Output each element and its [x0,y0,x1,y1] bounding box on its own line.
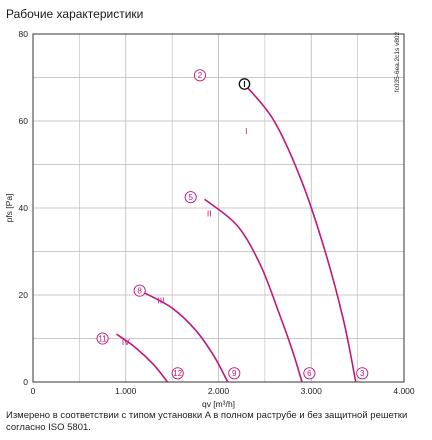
curve-IV [116,333,169,383]
y-tick-label: 60 [19,116,29,126]
y-tick-label: 40 [19,203,29,213]
marker-circle-6 [303,367,316,380]
curve-label-II: II [207,209,212,219]
marker-circle-8 [133,284,146,297]
marker-label-11: 11 [98,334,107,343]
x-tick-label: 0 [31,386,36,396]
marker-label-2: 2 [198,71,203,80]
operating-point-label: I [243,80,245,89]
curve-II [204,198,303,383]
marker-circle-2 [193,69,206,82]
curve-label-I: I [245,126,247,136]
marker-label-8: 8 [137,286,142,295]
marker-label-3: 3 [360,369,365,378]
measurement-note: Измерено в соответствии с типом установк… [6,410,408,433]
marker-label-5: 5 [188,193,193,202]
marker-circle-12 [171,367,184,380]
marker-label-12: 12 [173,369,182,378]
plot-frame [32,33,405,383]
chart-axes [32,33,405,383]
curve-III [143,292,229,383]
page-title: Рабочие характеристики [6,7,144,21]
y-tick-label: 80 [19,29,29,39]
x-tick-label: 4.000 [393,386,415,396]
x-tick-label: 1.000 [115,386,137,396]
marker-circle-3 [356,367,369,380]
marker-label-9: 9 [232,369,237,378]
chart-id-label: fc035-6ea.2c1s v802 [394,31,401,92]
marker-circle-11 [96,332,109,345]
curve-label-IV: IV [122,337,130,347]
y-tick-label: 0 [23,377,28,387]
marker-circle-9 [228,367,241,380]
x-axis-label: qv [m³/h] [202,399,235,409]
operating-point-marker [238,78,251,90]
y-tick-label: 20 [19,290,29,300]
curve-I [245,85,357,383]
x-tick-label: 3.000 [301,386,323,396]
chart-grid [32,33,405,383]
chart-labels: 0 1.000 2.000 3.000 4.000 0 20 40 60 80 qv [m³/h] p… [4,29,415,409]
chart-markers: 2 5 8 11 3 6 9 12 I [96,69,369,380]
curve-label-III: III [157,296,164,306]
marker-label-6: 6 [307,369,312,378]
chart-curves [116,85,357,383]
marker-circle-5 [184,191,197,204]
x-tick-label: 2.000 [208,386,230,396]
y-axis-label: pfs [Pa] [4,194,14,223]
